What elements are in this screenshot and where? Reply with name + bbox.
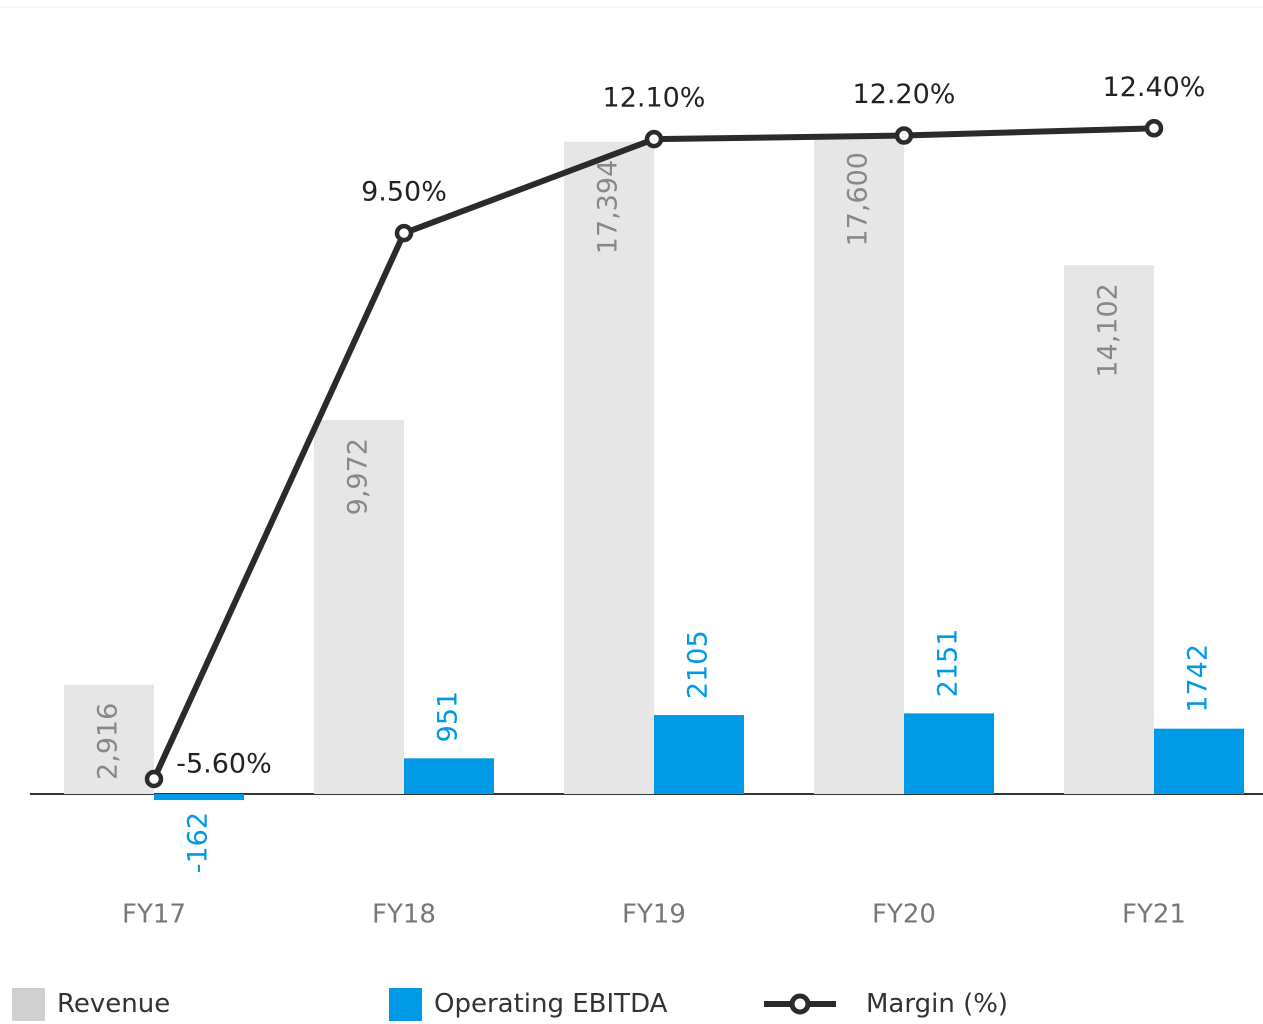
ebitda-data-label: 2151	[933, 629, 964, 698]
revenue-bar	[814, 134, 904, 794]
chart: 2,916 -162 FY17 9,972 951 FY18 17,394 2105 FY19 1…	[0, 6, 1263, 930]
ebitda-data-label: 2105	[683, 630, 714, 699]
ebitda-data-label: 1742	[1183, 644, 1214, 713]
legend-margin-line-icon	[764, 993, 836, 1015]
margin-point	[894, 126, 914, 145]
ebitda-bar	[654, 715, 744, 794]
margin-point	[1144, 119, 1164, 138]
ebitda-data-label: -162	[183, 812, 214, 873]
legend-revenue-label: Revenue	[57, 989, 171, 1019]
ebitda-bar	[1154, 728, 1244, 794]
legend-ebitda-swatch	[389, 987, 422, 1021]
legend-margin-label: Margin (%)	[866, 989, 1009, 1019]
legend-revenue-swatch	[12, 987, 45, 1021]
margin-data-label: 9.50%	[361, 177, 447, 208]
revenue-bar	[1064, 265, 1154, 794]
legend-revenue: Revenue	[12, 984, 170, 1024]
ebitda-data-label: 951	[433, 691, 464, 743]
revenue-data-label: 2,916	[93, 703, 124, 780]
revenue-bar	[64, 684, 154, 794]
margin-data-label: -5.60%	[176, 749, 272, 780]
x-tick-label: FY17	[122, 900, 186, 930]
revenue-data-label: 9,972	[343, 438, 374, 515]
margin-data-label: 12.40%	[1103, 72, 1206, 103]
x-tick-label: FY20	[872, 900, 936, 930]
margin-data-label: 12.20%	[853, 79, 956, 110]
margin-point	[644, 129, 664, 149]
legend-ebitda: Operating EBITDA	[389, 984, 667, 1024]
margin-point	[394, 223, 414, 243]
ebitda-bar	[904, 713, 994, 794]
revenue-data-label: 17,394	[593, 160, 624, 254]
ebitda-bar	[154, 794, 244, 801]
revenue-bar	[564, 141, 654, 795]
revenue-data-label: 14,102	[1093, 283, 1124, 377]
margin-point	[144, 769, 164, 789]
x-tick-label: FY19	[622, 900, 686, 930]
legend-margin: Margin (%)	[762, 984, 1008, 1024]
revenue-bar	[314, 420, 404, 794]
ebitda-bar	[404, 758, 494, 794]
revenue-data-label: 17,600	[843, 152, 874, 246]
margin-data-label: 12.10%	[603, 83, 706, 114]
x-tick-label: FY21	[1122, 900, 1186, 930]
x-tick-label: FY18	[372, 900, 436, 930]
legend-ebitda-label: Operating EBITDA	[434, 989, 668, 1019]
